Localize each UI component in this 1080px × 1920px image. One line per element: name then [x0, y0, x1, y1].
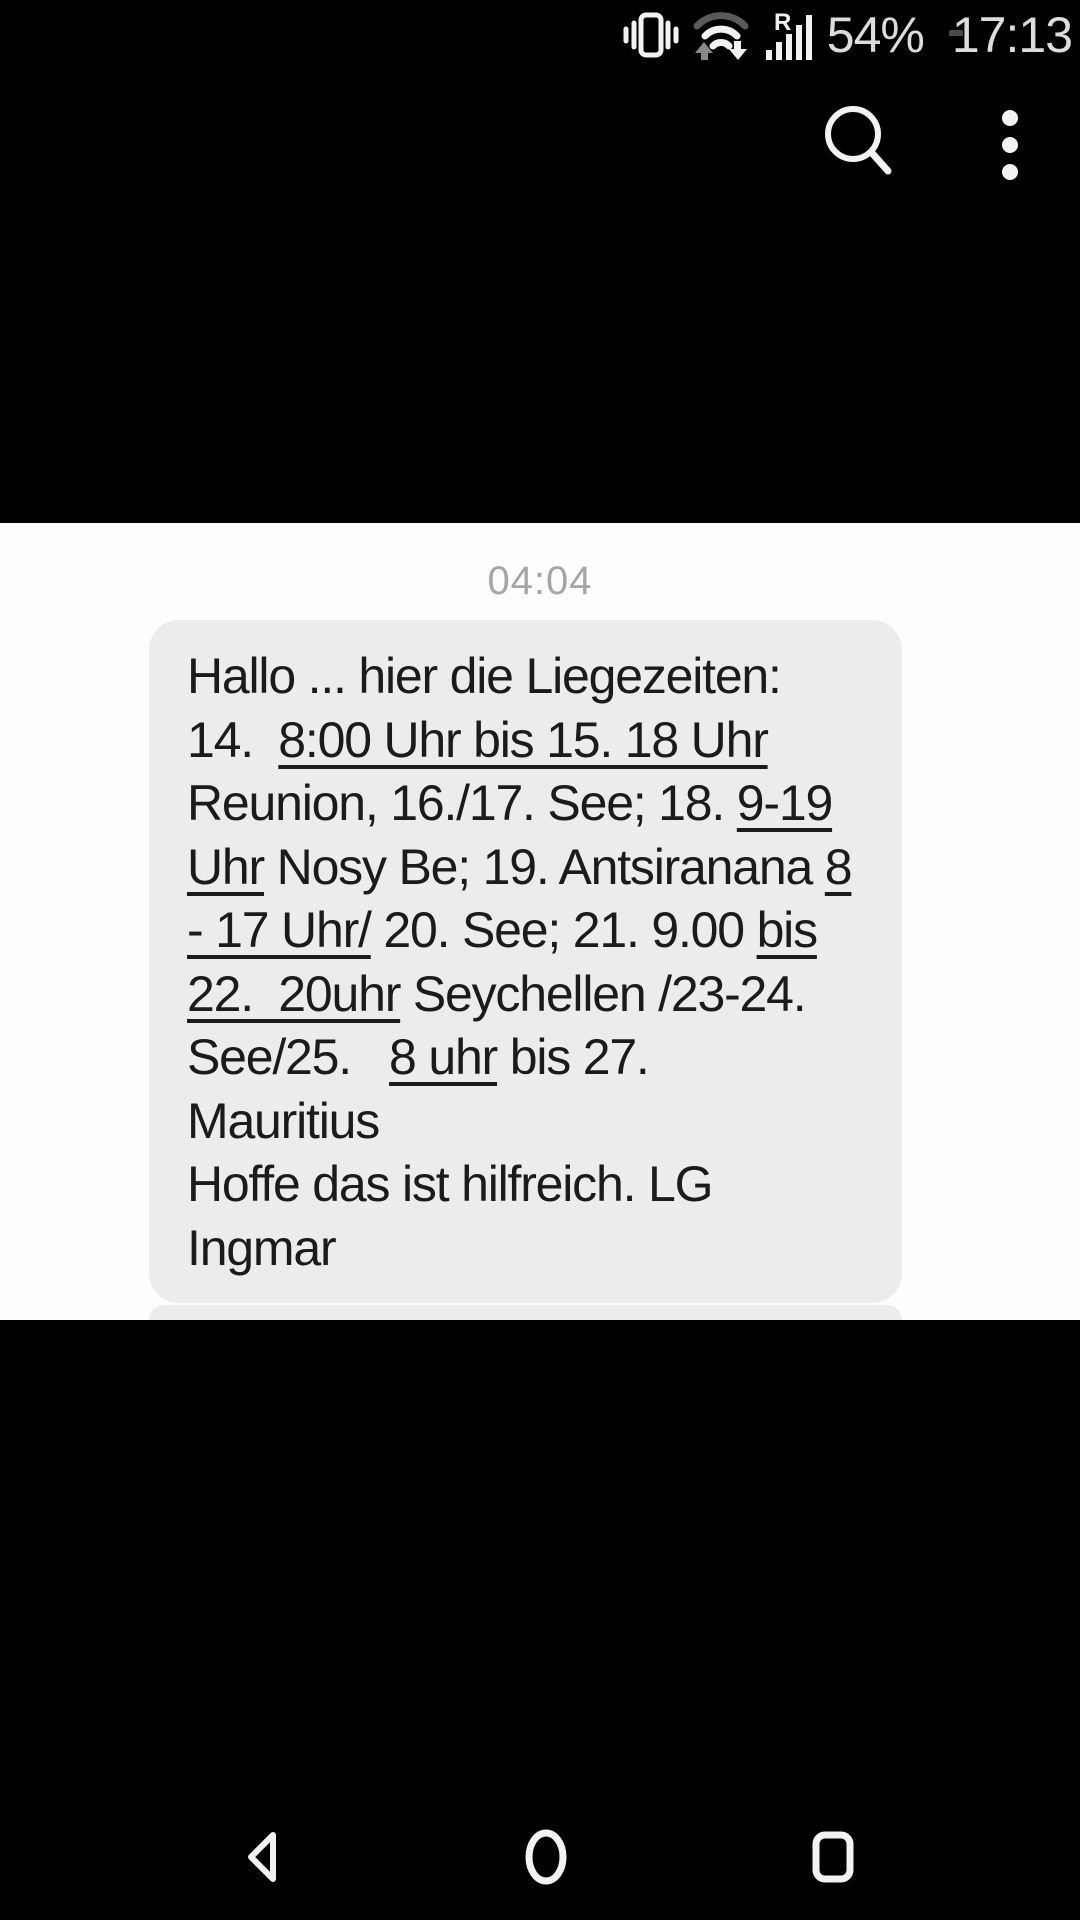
status-bar: R 54% 17:13: [0, 0, 1080, 70]
plain-text: See/25.: [187, 1029, 390, 1085]
status-clock: 17:13: [951, 7, 1073, 63]
message-timestamp: 04:04: [487, 559, 593, 603]
plain-text: bis 27.: [497, 1029, 650, 1085]
roaming-r: R: [774, 10, 791, 36]
message-line: 22. 20uhr Seychellen /23-24.: [187, 963, 892, 1027]
linked-text[interactable]: 8 uhr: [389, 1029, 498, 1085]
next-message-bubble-edge: [149, 1305, 902, 1320]
message-line: Uhr Nosy Be; 19. Antsiranana 8: [187, 836, 892, 900]
message-line: Mauritius: [187, 1090, 892, 1154]
message-line: See/25. 8 uhr bis 27.: [187, 1026, 892, 1090]
search-icon[interactable]: [822, 103, 894, 179]
plain-text: Hallo ... hier die Liegezeiten:: [187, 648, 782, 704]
plain-text: 14.: [187, 711, 279, 768]
plain-text: Ingmar: [187, 1219, 337, 1276]
plain-text: Hoffe das ist hilfreich. LG: [187, 1156, 713, 1212]
linked-text[interactable]: Uhr: [187, 838, 265, 895]
back-icon[interactable]: [242, 1828, 282, 1886]
recents-icon[interactable]: [811, 1830, 855, 1884]
viewed-image[interactable]: 04:04 Hallo ... hier die Liegezeiten: 14.…: [0, 523, 1080, 1320]
linked-text[interactable]: - 17 Uhr/: [187, 902, 372, 958]
linked-text[interactable]: 22. 20uhr: [187, 965, 401, 1022]
linked-text[interactable]: 9-19: [736, 775, 833, 831]
plain-text: Reunion, 16./17. See; 18.: [187, 775, 737, 831]
home-icon[interactable]: [524, 1828, 568, 1886]
message-line: 14. 8:00 Uhr bis 15. 18 Uhr: [187, 709, 892, 773]
battery-percent: 54%: [826, 7, 925, 63]
message-line: Reunion, 16./17. See; 18. 9-19: [187, 772, 892, 836]
plain-text: Seychellen /23-24.: [400, 965, 807, 1022]
linked-text[interactable]: 8: [824, 838, 853, 895]
vibrate-icon: [623, 12, 679, 58]
message-line: Hallo ... hier die Liegezeiten:: [187, 645, 892, 709]
linked-text[interactable]: bis: [756, 902, 819, 958]
overflow-menu-icon[interactable]: [997, 110, 1023, 180]
plain-text: Mauritius: [187, 1092, 380, 1149]
plain-text: Nosy Be; 19. Antsiranana: [263, 838, 825, 895]
message-bubble: Hallo ... hier die Liegezeiten: 14. 8:00 …: [149, 620, 902, 1303]
message-line: - 17 Uhr/ 20. See; 21. 9.00 bis: [187, 899, 892, 963]
wifi-up-down-icon: [693, 12, 749, 60]
linked-text[interactable]: 8:00 Uhr bis 15. 18 Uhr: [278, 711, 769, 768]
message-line: Hoffe das ist hilfreich. LG: [187, 1153, 892, 1217]
plain-text: 20. See; 21. 9.00: [370, 902, 757, 958]
signal-strength-icon: R: [765, 10, 812, 60]
message-line: Ingmar: [187, 1217, 892, 1281]
